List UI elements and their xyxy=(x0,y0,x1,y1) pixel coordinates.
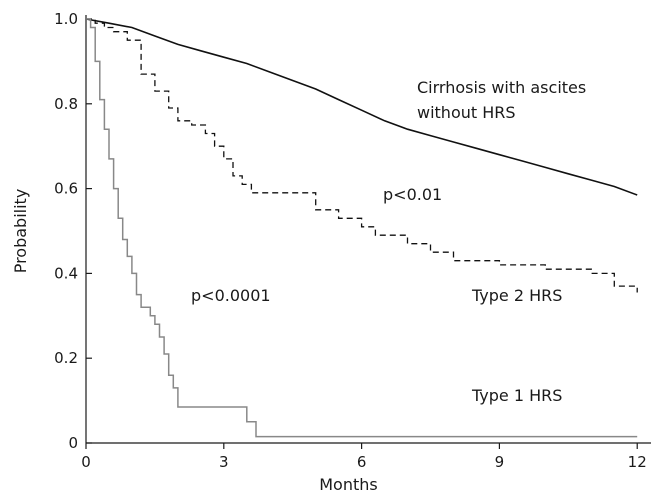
y-ticks: 0 0.2 0.4 0.6 0.8 1.0 xyxy=(54,10,92,452)
series-type2-hrs xyxy=(86,18,638,293)
cirrhosis-label-line1: Cirrhosis with ascites xyxy=(417,78,586,97)
x-tick-label: 12 xyxy=(628,453,647,471)
y-axis-title: Probability xyxy=(11,189,30,274)
p-value-type1: p<0.0001 xyxy=(191,286,271,305)
x-tick-label: 9 xyxy=(495,453,505,471)
y-tick-label: 0.6 xyxy=(54,180,78,198)
series-layer xyxy=(85,18,638,438)
series-type1-hrs xyxy=(86,18,638,438)
x-tick-label: 6 xyxy=(357,453,367,471)
x-axis-title: Months xyxy=(319,475,377,494)
y-tick-label: 0.2 xyxy=(54,349,78,367)
x-tick-label: 3 xyxy=(219,453,229,471)
y-tick-label: 0 xyxy=(68,434,78,452)
axes xyxy=(85,15,651,444)
type2-hrs-label: Type 2 HRS xyxy=(471,286,562,305)
x-tick-label: 0 xyxy=(81,453,91,471)
y-tick-label: 1.0 xyxy=(54,10,78,28)
y-tick-label: 0.8 xyxy=(54,95,78,113)
type1-hrs-label: Type 1 HRS xyxy=(471,386,562,405)
y-tick-label: 0.4 xyxy=(54,264,78,282)
x-ticks: 0 3 6 9 12 xyxy=(81,443,647,471)
cirrhosis-label-line2: without HRS xyxy=(417,103,516,122)
series-cirrhosis-no-hrs xyxy=(85,18,638,196)
p-value-type2: p<0.01 xyxy=(383,185,442,204)
